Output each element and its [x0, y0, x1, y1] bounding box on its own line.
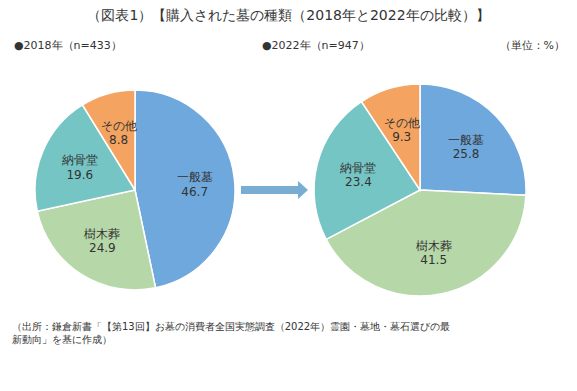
- source-line: （出所：鎌倉新書「【第13回】お墓の消費者全国実態調査（2022年）霊園・墓地・…: [12, 321, 450, 332]
- slices: [314, 84, 526, 296]
- data-label: 一般墓46.7: [177, 170, 213, 198]
- chart: （図表1）【購入された墓の種類（2018年と2022年の比較）】 （単位：%） ●2…: [0, 0, 577, 391]
- source-line: 新動向」を基に作成）: [12, 334, 112, 345]
- arrow: [241, 181, 308, 199]
- slice: [420, 84, 526, 195]
- legend-entry: ●2018年（n=433）: [14, 39, 122, 52]
- data-label: 樹木葬24.9: [84, 227, 120, 255]
- data-label-category: 納骨堂: [62, 153, 98, 167]
- data-label: 一般墓25.8: [448, 133, 484, 161]
- pie: 一般墓25.8 樹木葬41.5 納骨堂23.4 その他9.3: [314, 84, 526, 296]
- data-label: その他9.3: [384, 116, 420, 144]
- data-labels: 一般墓25.8 樹木葬41.5 納骨堂23.4 その他9.3: [340, 116, 484, 267]
- data-label-value: 23.4: [345, 175, 372, 189]
- pie: 一般墓46.7樹木葬24.9納骨堂19.6その他8.8: [35, 90, 235, 290]
- data-label-value: 24.9: [89, 241, 116, 255]
- data-label-category: 樹木葬: [84, 227, 120, 241]
- slice: [314, 102, 420, 240]
- data-label-category: 一般墓: [448, 133, 484, 147]
- data-label-category: その他: [384, 116, 420, 130]
- slices: [35, 90, 235, 290]
- source: （出所：鎌倉新書「【第13回】お墓の消費者全国実態調査（2022年）霊園・墓地・…: [12, 321, 450, 345]
- data-labels: 一般墓46.7樹木葬24.9納骨堂19.6その他8.8: [62, 119, 213, 255]
- data-label-value: 41.5: [420, 253, 447, 267]
- data-label-value: 25.8: [453, 147, 480, 161]
- data-label-category: 一般墓: [177, 170, 213, 184]
- unit-label: （単位：%）: [500, 39, 565, 52]
- data-label-category: その他: [101, 119, 137, 133]
- data-label: 納骨堂23.4: [340, 161, 376, 189]
- data-label-value: 8.8: [109, 133, 128, 147]
- data-label-value: 9.3: [392, 130, 411, 144]
- title: （図表1）【購入された墓の種類（2018年と2022年の比較）】: [87, 7, 489, 23]
- data-label: 樹木葬41.5: [416, 239, 452, 267]
- data-label-category: 納骨堂: [340, 161, 376, 175]
- data-label-value: 19.6: [66, 168, 93, 182]
- data-label: 納骨堂19.6: [62, 153, 98, 181]
- data-label-value: 46.7: [181, 185, 208, 199]
- data-label-category: 樹木葬: [416, 239, 452, 253]
- data-label: その他8.8: [101, 119, 137, 147]
- legend-entry: ●2022年（n=947）: [262, 39, 370, 52]
